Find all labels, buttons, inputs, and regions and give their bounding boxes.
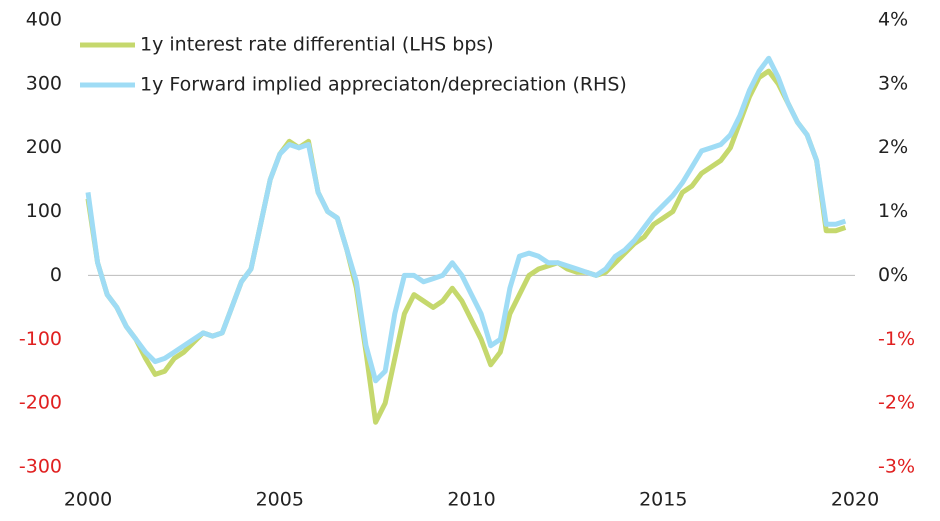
x-tick-label: 2010 (447, 489, 495, 511)
y2-tick-label: 2% (878, 136, 908, 158)
x-tick-label: 2000 (64, 489, 112, 511)
y2-tick-label: 0% (878, 264, 908, 286)
y2-tick-label: 1% (878, 200, 908, 222)
y-tick-label: -200 (19, 392, 62, 414)
series-line (85, 55, 847, 384)
y-tick-label: 100 (26, 200, 62, 222)
y-tick-label: -300 (19, 456, 62, 478)
series-line (85, 68, 847, 425)
y2-tick-label: -2% (878, 392, 915, 414)
x-tick-label: 2015 (639, 489, 687, 511)
y2-tick-label: 3% (878, 72, 908, 94)
y2-tick-label: 4% (878, 9, 908, 31)
x-tick-label: 2020 (831, 489, 879, 511)
y-tick-label: -100 (19, 328, 62, 350)
x-tick-label: 2005 (256, 489, 304, 511)
y-tick-label: 200 (26, 136, 62, 158)
y2-tick-label: -3% (878, 456, 915, 478)
y-tick-label: 0 (50, 264, 62, 286)
y-tick-label: 300 (26, 72, 62, 94)
y-tick-label: 400 (26, 9, 62, 31)
legend-label: 1y Forward implied appreciaton/depreciat… (140, 74, 627, 96)
y2-tick-label: -1% (878, 328, 915, 350)
legend-label: 1y interest rate differential (LHS bps) (140, 34, 494, 56)
